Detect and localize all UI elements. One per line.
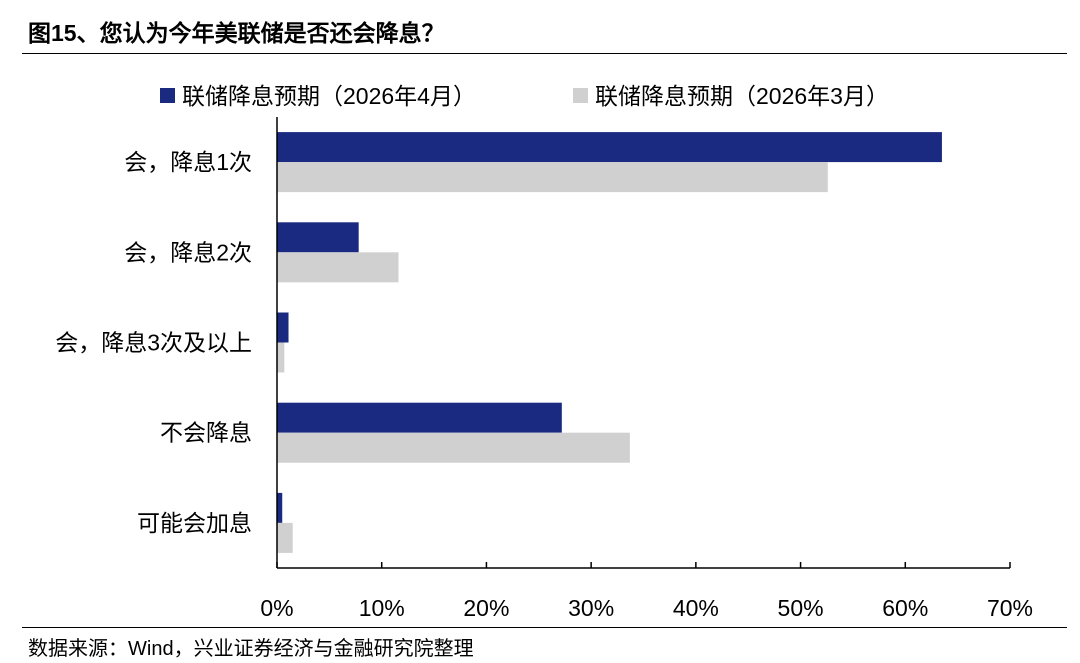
bar-1 bbox=[277, 402, 562, 433]
bar-1 bbox=[277, 492, 283, 523]
legend: 联储降息预期（2026年4月） 联储降息预期（2026年3月） bbox=[160, 83, 889, 109]
figure-title: 图15、您认为今年美联储是否还会降息？ bbox=[28, 20, 445, 46]
bar-1 bbox=[277, 312, 289, 343]
bar-2 bbox=[277, 162, 828, 193]
x-tick-label: 70% bbox=[987, 595, 1033, 621]
source-divider bbox=[22, 627, 1067, 628]
x-tick-label: 10% bbox=[359, 595, 405, 621]
x-tick-label: 50% bbox=[778, 595, 824, 621]
legend-label-1: 联储降息预期（2026年4月） bbox=[182, 83, 476, 109]
x-tick-label: 30% bbox=[568, 595, 614, 621]
bar-2 bbox=[277, 432, 630, 463]
bars bbox=[277, 132, 942, 553]
category-label: 会，降息2次 bbox=[124, 239, 252, 265]
source-note: 数据来源：Wind，兴业证券经济与金融研究院整理 bbox=[28, 638, 474, 660]
bar-2 bbox=[277, 522, 293, 553]
category-label: 可能会加息 bbox=[137, 510, 252, 536]
x-tick-label: 60% bbox=[882, 595, 928, 621]
title-divider bbox=[22, 53, 1067, 54]
legend-label-2: 联储降息预期（2026年3月） bbox=[595, 83, 889, 109]
category-label: 会，降息3次及以上 bbox=[55, 330, 252, 356]
bar-2 bbox=[277, 342, 285, 373]
x-tick-label: 0% bbox=[260, 595, 293, 621]
legend-swatch-1 bbox=[160, 88, 175, 103]
axes: 0% 10% 20% 30% 40% 50% 60% 70% bbox=[260, 117, 1033, 621]
category-label: 不会降息 bbox=[160, 420, 252, 446]
legend-swatch-2 bbox=[573, 88, 588, 103]
x-tick-label: 40% bbox=[673, 595, 719, 621]
bar-2 bbox=[277, 252, 399, 283]
bar-1 bbox=[277, 222, 359, 253]
category-label: 会，降息1次 bbox=[124, 149, 252, 175]
x-tick-label: 20% bbox=[463, 595, 509, 621]
bar-1 bbox=[277, 132, 942, 163]
